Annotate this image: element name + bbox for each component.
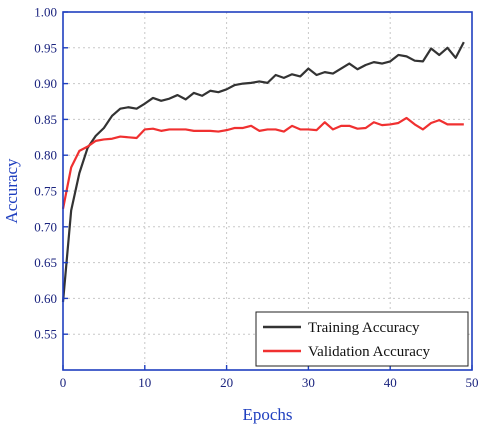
x-tick-label: 50 [466, 375, 479, 390]
y-tick-label: 1.00 [34, 5, 57, 20]
legend-box [255, 311, 469, 367]
y-tick-label: 0.80 [34, 148, 57, 163]
axis-ticks: 0 10 20 30 40 50 0.55 0.60 0.65 0.70 0.75 0.80 0.85 0… [34, 5, 478, 391]
x-tick-label: 0 [60, 375, 67, 390]
x-tick-label: 40 [384, 375, 397, 390]
series-line-validation-accuracy [61, 116, 464, 210]
legend-label: Validation Accuracy [308, 344, 431, 360]
series-layer [61, 41, 465, 303]
y-axis-title: Accuracy [2, 158, 21, 224]
series-line-training-accuracy [61, 41, 465, 303]
y-tick-label: 0.60 [34, 291, 57, 306]
y-tick-label: 0.95 [34, 40, 57, 55]
legend-label: Training Accuracy [308, 320, 420, 336]
y-tick-label: 0.85 [34, 112, 57, 127]
x-axis-title: Epochs [242, 405, 292, 424]
x-tick-label: 10 [138, 375, 151, 390]
x-tick-label: 30 [302, 375, 315, 390]
legend: Training Accuracy Validation Accuracy [255, 311, 469, 367]
y-tick-label: 0.75 [34, 184, 57, 199]
y-tick-label: 0.65 [34, 255, 57, 270]
y-tick-label: 0.70 [34, 219, 57, 234]
x-tick-label: 20 [220, 375, 233, 390]
y-tick-label: 0.55 [34, 327, 57, 342]
y-tick-label: 0.90 [34, 76, 57, 91]
